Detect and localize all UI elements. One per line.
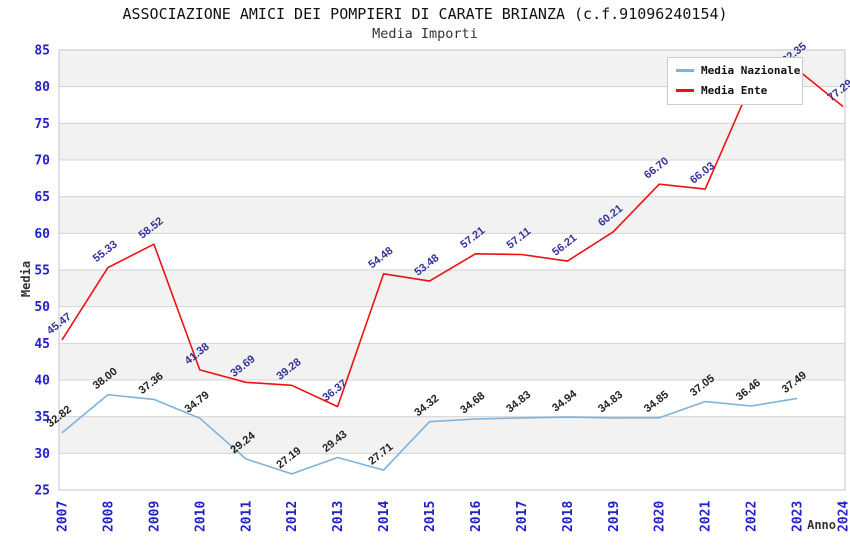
plot-band xyxy=(59,306,845,344)
plot-band xyxy=(59,416,845,454)
series-line-media-nazionale xyxy=(61,393,798,475)
x-tick-label: 2018 xyxy=(561,501,576,532)
x-tick-label: 2008 xyxy=(101,501,116,532)
legend-item-media-nazionale: Media Nazionale xyxy=(676,64,800,77)
x-tick-label: 2009 xyxy=(147,501,162,532)
legend-label-media-ente: Media Ente xyxy=(701,84,768,97)
y-tick-label: 25 xyxy=(34,484,50,499)
y-tick-label: 45 xyxy=(34,337,50,352)
x-tick-label: 2013 xyxy=(331,501,346,532)
y-tick-label: 30 xyxy=(34,447,50,462)
x-tick-label: 2011 xyxy=(239,501,254,532)
y-tick-label: 85 xyxy=(34,44,50,59)
y-tick-label: 60 xyxy=(34,227,50,242)
x-tick-label: 2015 xyxy=(423,501,438,532)
x-tick-label: 2023 xyxy=(791,501,806,532)
x-tick-label: 2007 xyxy=(56,501,71,532)
media-ente-line-swatch xyxy=(676,89,694,92)
y-tick-label: 80 xyxy=(34,80,50,95)
chart-subtitle: Media Importi xyxy=(372,26,478,42)
x-tick-label: 2014 xyxy=(377,501,392,532)
y-tick-label: 35 xyxy=(34,410,50,425)
y-axis-title: Media xyxy=(19,260,34,298)
plot-band xyxy=(59,233,845,270)
x-tick-label: 2024 xyxy=(837,501,850,532)
x-tick-label: 2022 xyxy=(745,501,760,532)
plot-band xyxy=(59,343,845,380)
x-tick-label: 2020 xyxy=(653,501,668,532)
x-tick-label: 2017 xyxy=(515,501,530,532)
plot-band xyxy=(59,270,845,307)
x-axis-title: Anno xyxy=(807,518,836,532)
x-tick-label: 2012 xyxy=(285,501,300,532)
chart-title: ASSOCIAZIONE AMICI DEI POMPIERI DI CARAT… xyxy=(122,5,728,23)
plot-band xyxy=(59,380,845,417)
y-tick-label: 50 xyxy=(34,300,50,315)
y-tick-label: 75 xyxy=(34,117,50,132)
x-tick-label: 2010 xyxy=(193,501,208,532)
media-nazionale-line-swatch xyxy=(676,69,694,72)
plot-band xyxy=(59,196,845,234)
x-tick-label: 2016 xyxy=(469,501,484,532)
series-line-media-ente xyxy=(61,68,844,408)
legend-item-media-ente: Media Ente xyxy=(676,84,794,97)
y-tick-label: 40 xyxy=(34,374,50,389)
plot-band xyxy=(59,160,845,197)
x-tick-label: 2019 xyxy=(607,501,622,532)
plot-band xyxy=(59,453,845,490)
x-tick-label: 2021 xyxy=(699,501,714,532)
y-tick-label: 55 xyxy=(34,264,50,279)
y-tick-label: 65 xyxy=(34,190,50,205)
plot-border xyxy=(58,49,846,491)
legend: Media Nazionale Media Ente xyxy=(667,57,803,105)
y-tick-label: 70 xyxy=(34,154,50,169)
legend-label-media-nazionale: Media Nazionale xyxy=(701,64,801,77)
plot-band xyxy=(59,123,845,160)
